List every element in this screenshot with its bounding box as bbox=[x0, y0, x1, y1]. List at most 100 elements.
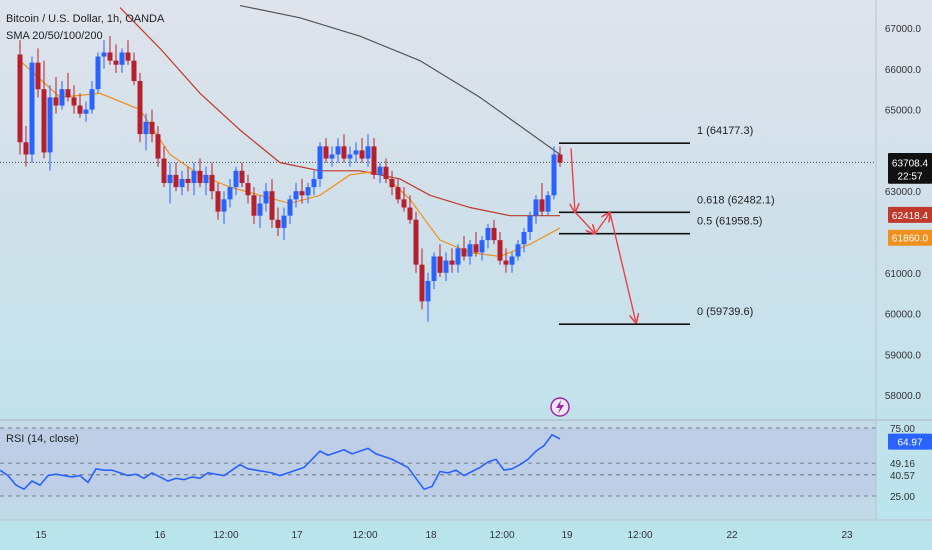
projection-arrow bbox=[574, 211, 595, 234]
candle bbox=[41, 60, 47, 159]
candle bbox=[179, 170, 185, 196]
candle-body bbox=[419, 264, 425, 302]
candle-body bbox=[59, 89, 65, 106]
rsi-axis-label: 25.00 bbox=[890, 492, 915, 503]
candle bbox=[521, 227, 527, 253]
candle-body bbox=[179, 178, 185, 188]
candle-body bbox=[317, 146, 323, 179]
candle-body bbox=[71, 97, 77, 106]
candle bbox=[131, 52, 137, 86]
price-axis-label: 65000.0 bbox=[885, 106, 922, 117]
candle-body bbox=[443, 260, 449, 273]
candle bbox=[407, 195, 413, 224]
candle bbox=[557, 146, 563, 167]
candle bbox=[353, 142, 359, 163]
candle-body bbox=[401, 199, 407, 208]
candle bbox=[77, 93, 83, 118]
candle bbox=[95, 52, 101, 94]
candle bbox=[527, 211, 533, 241]
price-tag-bg bbox=[888, 229, 932, 246]
time-axis-label: 12:00 bbox=[627, 530, 652, 541]
price-tag-text: 22:57 bbox=[897, 172, 922, 183]
sma-legend[interactable]: SMA 20/50/100/200 bbox=[6, 30, 103, 42]
candle-body bbox=[497, 240, 503, 261]
candle-body bbox=[455, 248, 461, 265]
projection-arrow bbox=[609, 212, 636, 323]
candle-body bbox=[527, 215, 533, 232]
price-tag: 63708.4 bbox=[888, 154, 932, 171]
rsi-tag-bg bbox=[888, 433, 932, 450]
candle bbox=[311, 170, 317, 196]
candle bbox=[467, 240, 473, 265]
candle bbox=[347, 146, 353, 167]
fib-level-label: 1 (64177.3) bbox=[697, 125, 753, 137]
candle-body bbox=[65, 89, 71, 98]
candle-body bbox=[233, 170, 239, 188]
price-tag: 22:57 bbox=[888, 167, 932, 184]
time-axis-label: 12:00 bbox=[489, 530, 514, 541]
candle-body bbox=[149, 121, 155, 135]
candle-body bbox=[83, 109, 89, 114]
candle-body bbox=[215, 191, 221, 212]
price-axis-label: 66000.0 bbox=[885, 65, 922, 76]
candle bbox=[419, 248, 425, 310]
time-axis-label: 12:00 bbox=[352, 530, 377, 541]
candle-body bbox=[431, 256, 437, 281]
candle-body bbox=[125, 52, 131, 61]
time-axis-label: 22 bbox=[726, 530, 738, 541]
candle-body bbox=[539, 199, 545, 212]
candle bbox=[215, 183, 221, 220]
candle-body bbox=[551, 154, 557, 196]
candle bbox=[317, 142, 323, 188]
candle bbox=[395, 178, 401, 204]
candle-body bbox=[371, 146, 377, 175]
candle bbox=[125, 40, 131, 65]
candle bbox=[509, 252, 515, 273]
candle bbox=[263, 183, 269, 212]
price-tag-text: 62418.4 bbox=[892, 211, 929, 222]
candle bbox=[167, 162, 173, 204]
fib-level-label: 0.618 (62482.1) bbox=[697, 194, 775, 206]
candle-body bbox=[263, 191, 269, 204]
candle bbox=[539, 183, 545, 216]
candle-body bbox=[221, 199, 227, 212]
candle-body bbox=[545, 195, 551, 212]
candle-body bbox=[347, 154, 353, 159]
price-tag: 61860.0 bbox=[888, 229, 932, 246]
candle-body bbox=[365, 146, 371, 159]
candle bbox=[149, 109, 155, 143]
price-tag-bg bbox=[888, 154, 932, 171]
candle-body bbox=[29, 62, 35, 155]
candle bbox=[443, 252, 449, 281]
candle-body bbox=[389, 178, 395, 188]
candle bbox=[239, 162, 245, 188]
candle bbox=[143, 113, 149, 151]
candle-body bbox=[461, 248, 467, 257]
projection-arrow bbox=[594, 213, 610, 235]
rsi-axis-label: 49.16 bbox=[890, 459, 915, 470]
fib-level-label: 0.5 (61958.5) bbox=[697, 216, 762, 228]
candle bbox=[551, 146, 557, 200]
candle bbox=[455, 244, 461, 273]
candle-body bbox=[353, 150, 359, 155]
time-axis-label: 23 bbox=[841, 530, 853, 541]
candle-body bbox=[131, 60, 137, 82]
candle-body bbox=[503, 260, 509, 265]
candle bbox=[83, 101, 89, 122]
candle-body bbox=[383, 166, 389, 179]
rsi-legend[interactable]: RSI (14, close) bbox=[6, 433, 79, 445]
candle bbox=[305, 183, 311, 204]
candle-body bbox=[77, 105, 83, 114]
candle-body bbox=[275, 219, 281, 228]
candle bbox=[365, 134, 371, 167]
candle bbox=[35, 48, 41, 98]
rsi-tag-text: 64.97 bbox=[897, 438, 922, 449]
candle-body bbox=[89, 89, 95, 110]
candle bbox=[65, 72, 71, 102]
lightning-icon[interactable] bbox=[550, 397, 570, 417]
candle-body bbox=[485, 227, 491, 241]
candle-body bbox=[113, 60, 119, 65]
candle-body bbox=[467, 244, 473, 257]
candle bbox=[533, 195, 539, 224]
